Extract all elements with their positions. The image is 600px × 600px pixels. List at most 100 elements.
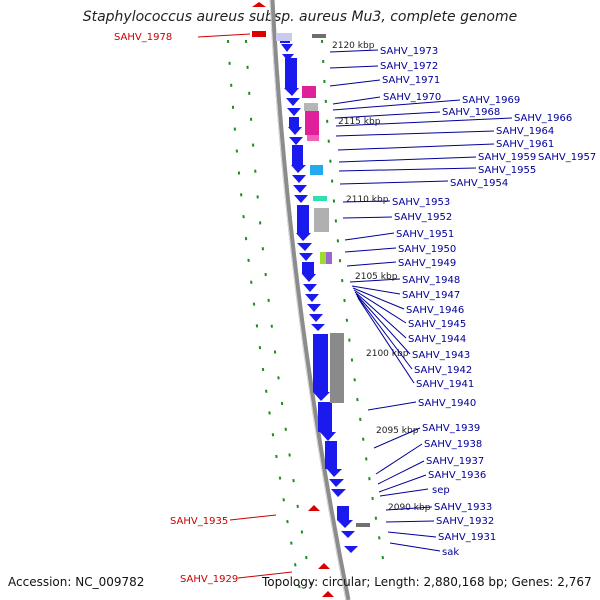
feature-gray [356, 523, 370, 527]
leader-line [334, 111, 441, 119]
reverse-gene-marker-top [252, 2, 266, 7]
gene-arrow [282, 54, 294, 61]
gene-block [292, 145, 303, 165]
gene-arrow [327, 469, 342, 477]
gene-label: SAHV_1942 [414, 365, 472, 376]
feature-magenta [307, 135, 319, 141]
feature-gray-dark [330, 333, 344, 403]
gene-arrow [292, 175, 306, 183]
gene-label: SAHV_1973 [380, 46, 438, 57]
gene-arrow [291, 165, 306, 173]
gene-block [297, 205, 309, 233]
gene-arrow [287, 108, 301, 116]
kbp-label: 2120 kbp [332, 41, 375, 51]
leader-line [354, 291, 407, 339]
leader-line [367, 401, 417, 411]
leader-line [338, 156, 477, 163]
gene-labels: SAHV_1973 SAHV_1972 SAHV_1971 SAHV_1970 … [380, 46, 596, 558]
gene-arrow [329, 479, 344, 487]
leader-line [357, 297, 415, 384]
gene-label: SAHV_1949 [398, 258, 456, 269]
leader-line [229, 514, 277, 521]
gene-arrow [313, 392, 330, 401]
gene-arrow [305, 294, 319, 302]
gene-arrow [288, 127, 302, 135]
leader-line [338, 167, 477, 172]
gene-label: SAHV_1954 [450, 178, 508, 189]
gene-block [318, 402, 332, 432]
gene-label: SAHV_1940 [418, 398, 476, 409]
leader-line [344, 232, 395, 241]
gene-label: sep [432, 485, 450, 496]
kbp-label: 2100 kbp [366, 349, 409, 359]
gene-arrow [296, 233, 311, 241]
kbp-label: 2105 kbp [355, 272, 398, 282]
accession-label: Accession: NC_009782 [8, 575, 145, 589]
gene-block [313, 334, 328, 392]
gene-label: SAHV_1968 [442, 107, 500, 118]
backbone-highlight [269, 0, 347, 600]
gene-label: SAHV_1948 [402, 275, 460, 286]
leader-line [337, 143, 495, 151]
leader-line [355, 293, 411, 355]
reverse-gene-1935 [308, 505, 320, 511]
feature-gray [304, 103, 318, 111]
leader-line [332, 99, 461, 111]
leader-line [346, 261, 397, 267]
gene-label: SAHV_1932 [436, 516, 494, 527]
leader-line [339, 180, 449, 185]
gene-arrow [309, 314, 323, 322]
gene-arrow [294, 195, 308, 203]
reverse-gene-marker-bottom [322, 591, 334, 597]
leader-line [342, 216, 393, 219]
gene-block [289, 117, 299, 127]
feature-teal [313, 196, 327, 201]
backbone-track [269, 0, 351, 600]
reverse-gene-label: SAHV_1935 [170, 516, 228, 527]
gene-label: SAHV_1950 [398, 244, 456, 255]
gene-arrow [293, 185, 307, 193]
gene-arrow [320, 432, 336, 441]
gene-arrow [289, 137, 303, 145]
leader-line [387, 531, 437, 538]
gene-arrow [311, 324, 325, 331]
gene-arrow [303, 284, 317, 292]
map-title: Staphylococcus aureus subsp. aureus Mu3,… [82, 9, 518, 25]
gene-label: SAHV_1946 [406, 305, 464, 316]
leader-line [373, 427, 421, 449]
leader-line [329, 65, 379, 69]
leader-line [353, 289, 407, 324]
leader-line [332, 96, 381, 105]
leader-line [197, 33, 251, 38]
gene-arrow [337, 520, 353, 528]
gene-block [302, 262, 314, 274]
feature-magenta [302, 86, 316, 98]
gene-block [285, 58, 297, 88]
gene-label: SAHV_1953 [392, 197, 450, 208]
leader-line [335, 130, 495, 137]
reverse-gene-label: SAHV_1929 [180, 574, 238, 585]
feature-cyan [310, 165, 323, 175]
gene-label-leaders [329, 49, 513, 552]
gene-arrow [341, 531, 355, 538]
gene-label: SAHV_1951 [396, 229, 454, 240]
gene-label: sak [442, 547, 459, 558]
leader-line [385, 506, 433, 511]
kbp-label: 2110 kbp [346, 195, 389, 205]
gene-label: SAHV_1941 [416, 379, 474, 390]
gene-label: SAHV_1971 [382, 75, 440, 86]
leader-line [356, 295, 413, 370]
gene-label: SAHV_1931 [438, 532, 496, 543]
feature-green [320, 252, 326, 264]
leader-line [351, 285, 401, 295]
feature-magenta [305, 111, 319, 135]
leader-line [335, 117, 513, 127]
leader-line [378, 474, 427, 493]
gene-label: SAHV_1945 [408, 319, 466, 330]
leader-line [385, 520, 435, 523]
gene-label: SAHV_1959 [478, 152, 536, 163]
leader-line [352, 287, 405, 310]
leader-line [342, 200, 391, 203]
feature-blocks [276, 33, 370, 527]
